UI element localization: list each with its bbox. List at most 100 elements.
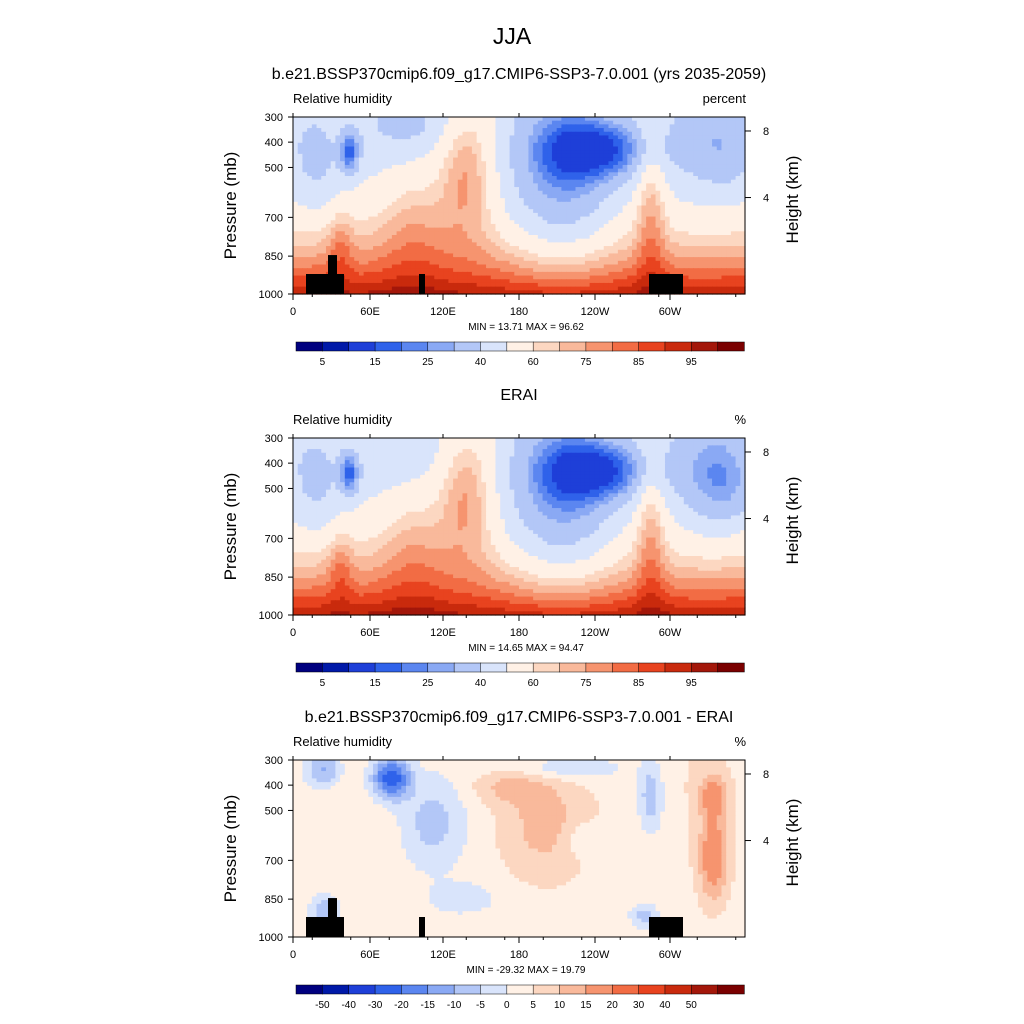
field-cell <box>575 205 581 210</box>
field-cell <box>453 168 459 173</box>
field-cell <box>707 275 713 280</box>
field-cell <box>551 183 558 188</box>
field-cell <box>297 124 304 129</box>
field-cell <box>589 179 595 184</box>
field-cell <box>363 124 369 129</box>
field-cell <box>363 205 369 210</box>
field-cell <box>401 176 407 181</box>
field-cell <box>335 449 341 454</box>
field-cell <box>707 120 713 125</box>
field-cell <box>632 131 638 137</box>
field-cell <box>622 235 628 240</box>
field-cell <box>716 201 723 207</box>
field-cell <box>514 227 520 232</box>
field-cell <box>457 242 464 247</box>
field-cell <box>617 209 624 214</box>
field-cell <box>462 271 468 277</box>
field-cell <box>316 124 322 129</box>
field-cell <box>636 246 643 251</box>
field-cell <box>707 282 713 288</box>
field-cell <box>570 131 577 137</box>
field-cell <box>443 164 449 170</box>
field-cell <box>373 164 379 170</box>
field-cell <box>509 242 515 247</box>
field-cell <box>679 161 685 166</box>
field-cell <box>448 128 454 133</box>
field-cell <box>307 146 313 151</box>
field-cell <box>321 161 327 166</box>
field-cell <box>504 139 511 144</box>
field-cell <box>561 220 567 225</box>
field-cell <box>471 187 478 192</box>
field-cell <box>594 201 600 207</box>
field-cell <box>481 120 487 125</box>
field-cell <box>321 212 327 218</box>
field-cell <box>627 220 633 225</box>
field-cell <box>368 223 374 229</box>
field-cell <box>335 253 341 258</box>
field-cell <box>547 282 553 288</box>
field-cell <box>599 249 605 255</box>
field-cell <box>664 139 671 144</box>
field-cell <box>730 187 737 192</box>
field-cell <box>443 275 449 280</box>
field-cell <box>589 238 595 243</box>
field-cell <box>735 235 741 240</box>
field-cell <box>325 176 332 181</box>
field-cell <box>584 205 591 210</box>
field-cell <box>669 194 675 199</box>
field-cell <box>311 194 318 199</box>
field-cell <box>627 142 633 148</box>
field-cell <box>387 131 393 137</box>
field-cell <box>434 131 440 137</box>
field-cell <box>457 246 464 251</box>
field-cell <box>730 205 737 210</box>
field-cell <box>429 238 435 243</box>
field-cell <box>410 242 417 247</box>
field-cell <box>495 290 501 295</box>
field-cell <box>730 216 737 221</box>
field-cell <box>646 271 652 277</box>
field-cell <box>344 231 351 236</box>
field-cell <box>490 190 497 196</box>
field-cell <box>344 249 351 255</box>
field-cell <box>354 223 360 229</box>
field-cell <box>387 117 393 122</box>
field-cell <box>646 194 652 199</box>
field-cell <box>490 124 497 129</box>
field-cell <box>453 216 459 221</box>
field-cell <box>716 142 723 148</box>
field-cell <box>448 260 454 266</box>
colorbar-swatch <box>295 341 324 352</box>
field-cell <box>730 124 737 129</box>
field-cell <box>457 286 464 291</box>
field-cell <box>528 260 534 266</box>
field-cell <box>603 179 610 184</box>
field-cell <box>406 194 412 199</box>
field-cell <box>302 164 308 170</box>
field-cell <box>434 438 440 443</box>
field-cell <box>293 216 299 221</box>
field-cell <box>302 168 308 173</box>
field-cell <box>537 253 544 258</box>
field-cell <box>467 131 473 137</box>
field-cell <box>429 135 435 140</box>
field-cell <box>424 212 431 218</box>
field-cell <box>476 190 482 196</box>
field-cell <box>377 249 384 255</box>
field-cell <box>297 242 304 247</box>
field-cell <box>406 124 412 129</box>
field-cell <box>599 271 605 277</box>
field-cell <box>415 223 421 229</box>
field-cell <box>566 124 572 129</box>
field-cell <box>622 282 628 288</box>
field-cell <box>354 194 360 199</box>
field-cell <box>613 139 619 144</box>
field-cell <box>349 257 355 262</box>
field-cell <box>500 164 506 170</box>
field-cell <box>495 260 501 266</box>
field-cell <box>547 201 553 207</box>
field-cell <box>589 235 595 240</box>
field-cell <box>307 201 313 207</box>
field-cell <box>307 128 313 133</box>
